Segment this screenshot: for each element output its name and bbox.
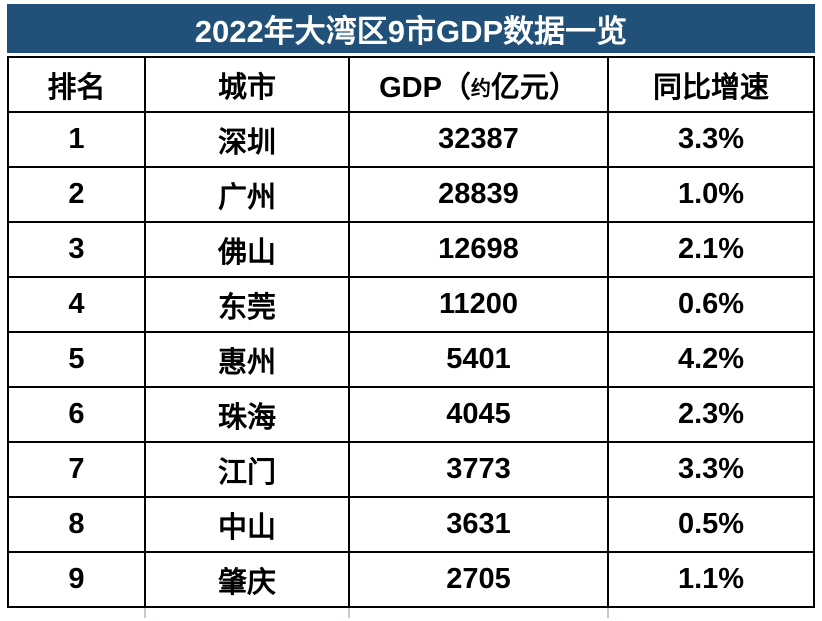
city-cell: 惠州 xyxy=(146,333,350,386)
table-title-bar: 2022年大湾区9市GDP数据一览 xyxy=(7,4,815,53)
city-cell: 肇庆 xyxy=(146,553,350,606)
table-row: 5 惠州 5401 4.2% xyxy=(9,331,813,386)
city-cell: 珠海 xyxy=(146,388,350,441)
table-row: 6 珠海 4045 2.3% xyxy=(9,386,813,441)
rank-cell: 3 xyxy=(9,223,146,276)
table-row: 8 中山 3631 0.5% xyxy=(9,496,813,551)
city-cell: 佛山 xyxy=(146,223,350,276)
gdp-cell: 2705 xyxy=(350,553,609,606)
growth-cell: 2.3% xyxy=(677,398,745,430)
gdp-header-unit: 亿元） xyxy=(490,71,578,104)
table-row: 7 江门 3773 3.3% xyxy=(9,441,813,496)
growth-cell: 3.3% xyxy=(677,123,745,155)
growth-cell: 1.0% xyxy=(677,178,745,210)
clipped-cell xyxy=(146,608,350,618)
clipped-cell xyxy=(7,608,146,618)
page: 2022年大湾区9市GDP数据一览 排名 城市 GDP（约 亿元） 同比增速 1… xyxy=(7,4,815,618)
gdp-cell: 11200 xyxy=(350,278,609,331)
growth-cell: 1.1% xyxy=(677,563,745,595)
rank-cell: 7 xyxy=(9,443,146,496)
rank-cell: 1 xyxy=(9,113,146,166)
gdp-cell: 3773 xyxy=(350,443,609,496)
growth-cell: 0.6% xyxy=(677,288,745,320)
column-header-city: 城市 xyxy=(146,58,350,111)
gdp-cell: 5401 xyxy=(350,333,609,386)
next-row-clipped xyxy=(7,608,815,618)
city-cell: 江门 xyxy=(146,443,350,496)
table-row: 2 广州 28839 1.0% xyxy=(9,166,813,221)
table-row: 4 东莞 11200 0.6% xyxy=(9,276,813,331)
city-cell: 广州 xyxy=(146,168,350,221)
gdp-table: 排名 城市 GDP（约 亿元） 同比增速 1 深圳 32387 3.3% 2 广… xyxy=(7,56,815,608)
gdp-header-approx: 约 xyxy=(470,78,491,100)
rank-cell: 5 xyxy=(9,333,146,386)
growth-cell: 3.3% xyxy=(677,453,745,485)
growth-cell: 2.1% xyxy=(677,233,745,265)
column-header-growth: 同比增速 xyxy=(652,71,769,104)
table-row: 1 深圳 32387 3.3% xyxy=(9,111,813,166)
gdp-cell: 28839 xyxy=(350,168,609,221)
rank-cell: 2 xyxy=(9,168,146,221)
city-cell: 东莞 xyxy=(146,278,350,331)
table-row: 9 肇庆 2705 1.1% xyxy=(9,551,813,606)
city-cell: 中山 xyxy=(146,498,350,551)
gdp-header-prefix: GDP（ xyxy=(379,71,471,104)
column-header-gdp: GDP（约 亿元） xyxy=(350,58,609,111)
clipped-cell xyxy=(609,608,815,618)
table-row: 3 佛山 12698 2.1% xyxy=(9,221,813,276)
rank-cell: 4 xyxy=(9,278,146,331)
gdp-cell: 3631 xyxy=(350,498,609,551)
gdp-cell: 4045 xyxy=(350,388,609,441)
column-header-rank: 排名 xyxy=(9,58,146,111)
header-row: 排名 城市 GDP（约 亿元） 同比增速 xyxy=(9,58,813,111)
growth-cell: 0.5% xyxy=(677,508,745,540)
rank-cell: 6 xyxy=(9,388,146,441)
rank-cell: 8 xyxy=(9,498,146,551)
gdp-cell: 32387 xyxy=(350,113,609,166)
gdp-cell: 12698 xyxy=(350,223,609,276)
table-title: 2022年大湾区9市GDP数据一览 xyxy=(194,14,628,49)
rank-cell: 9 xyxy=(9,553,146,606)
clipped-cell xyxy=(350,608,609,618)
growth-cell: 4.2% xyxy=(677,343,745,375)
city-cell: 深圳 xyxy=(146,113,350,166)
